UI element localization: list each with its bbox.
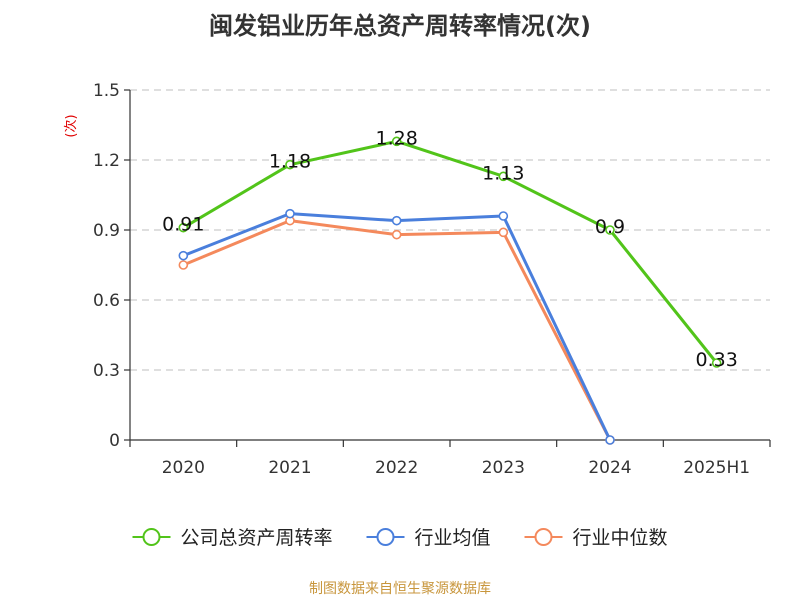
- x-tick-label: 2020: [162, 458, 205, 478]
- data-point: [178, 250, 189, 261]
- data-point: [178, 260, 189, 270]
- series-line: [182, 139, 718, 364]
- x-tick-label: 2025H1: [683, 458, 750, 478]
- series-1: [178, 208, 615, 445]
- data-point: [711, 358, 722, 368]
- series-line: [182, 212, 612, 441]
- data-point: [498, 227, 509, 238]
- axes: 0 0.3 0.6 0.9 1.2 1.5 2020 2021 2022 2023 2024 2025…: [93, 81, 771, 478]
- data-point: [605, 225, 615, 235]
- legend-marker: [534, 528, 553, 546]
- data-label: 1.28: [376, 127, 418, 149]
- x-tick-label: 2022: [375, 458, 418, 478]
- y-tick-label: 1.5: [93, 81, 120, 101]
- data-point: [498, 171, 509, 182]
- legend: 公司总资产周转率 行业均值 行业中位数: [132, 527, 668, 549]
- y-tick-label: 0.3: [93, 361, 120, 381]
- data-point: [391, 215, 402, 226]
- y-tick-label: 0: [109, 431, 120, 451]
- legend-marker: [376, 528, 395, 546]
- legend-label: 行业中位数: [573, 527, 668, 549]
- source-note: 制图数据来自恒生聚源数据库: [309, 581, 491, 597]
- data-label: 1.18: [269, 151, 311, 173]
- y-tick-label: 0.6: [93, 291, 120, 311]
- data-point: [391, 229, 402, 240]
- series-line: [182, 219, 612, 441]
- data-point: [498, 211, 509, 221]
- data-point: [285, 159, 295, 170]
- data-point: [178, 222, 189, 233]
- data-point: [285, 208, 295, 219]
- y-tick-label: 1.2: [93, 151, 120, 171]
- y-tick-label: 0.9: [93, 221, 120, 241]
- data-label: 0.91: [162, 214, 204, 236]
- legend-item: 公司总资产周转率: [132, 527, 333, 549]
- gridlines: [130, 89, 770, 371]
- x-tick-label: 2023: [482, 458, 525, 478]
- data-labels: 0.91 1.18 1.28 1.13 0.9 0.33: [162, 127, 738, 371]
- series-2: [178, 215, 615, 445]
- chart-title: 闽发铝业历年总资产周转率情况(次): [209, 12, 591, 40]
- legend-marker: [142, 528, 161, 546]
- data-label: 0.9: [595, 216, 625, 238]
- data-label: 0.33: [696, 349, 738, 371]
- series-0: [178, 136, 722, 368]
- legend-item: 行业中位数: [524, 527, 668, 549]
- data-point: [605, 435, 615, 445]
- legend-label: 公司总资产周转率: [181, 527, 333, 549]
- x-tick-label: 2021: [268, 458, 311, 478]
- x-tick-label: 2024: [588, 458, 631, 478]
- series-layer: [178, 136, 722, 445]
- data-point: [391, 136, 402, 147]
- legend-label: 行业均值: [415, 527, 491, 549]
- data-label: 1.13: [482, 162, 524, 184]
- legend-item: 行业均值: [366, 527, 491, 549]
- y-axis-label: (次): [63, 114, 79, 137]
